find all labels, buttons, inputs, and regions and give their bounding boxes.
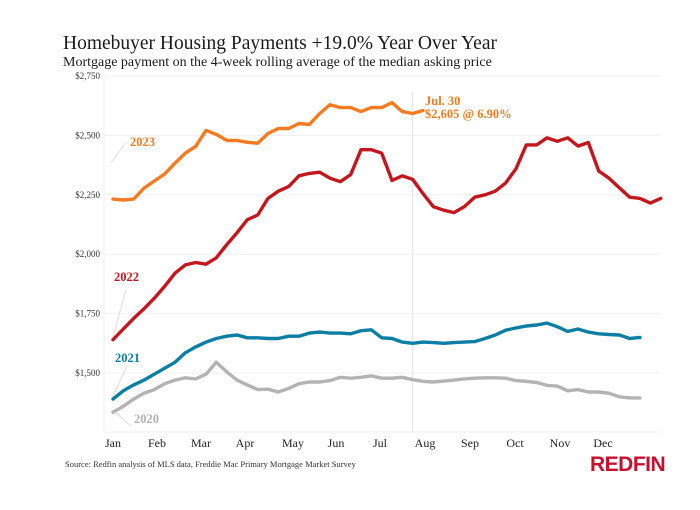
series-label-2022: 2022 xyxy=(114,270,139,284)
x-tick-label: Oct xyxy=(506,436,524,450)
x-tick-label: Dec xyxy=(593,436,612,450)
redfin-logo: REDFIN xyxy=(590,453,666,476)
y-tick-label: $2,250 xyxy=(75,190,100,200)
x-axis-ticks: Jan Feb Mar Apr May Jun Jul Aug Sep Oct Nov Dec xyxy=(105,436,613,450)
gridlines xyxy=(103,75,660,433)
series-line-2021 xyxy=(111,321,642,401)
series-line-2022 xyxy=(111,136,663,342)
series-labels: 2023 2022 2021 2020 xyxy=(114,135,159,426)
annotation-value: $2,605 @ 6.90% xyxy=(425,107,512,121)
leader-line-2021 xyxy=(112,365,128,397)
y-tick-label: $2,000 xyxy=(75,249,100,259)
y-axis-ticks: $1,500 $1,750 $2,000 $2,250 $2,500 $2,750 xyxy=(75,71,100,378)
series-label-2023: 2023 xyxy=(130,135,155,149)
series-label-2021: 2021 xyxy=(115,351,140,365)
x-tick-label: May xyxy=(282,436,304,450)
chart-title: Homebuyer Housing Payments +19.0% Year O… xyxy=(63,33,497,54)
annotation-date: Jul. 30 xyxy=(425,94,460,108)
x-tick-label: Jun xyxy=(328,436,345,450)
x-tick-label: Jan xyxy=(105,436,121,450)
y-tick-label: $1,750 xyxy=(75,309,100,319)
x-tick-label: Apr xyxy=(236,436,255,450)
label-leader-lines xyxy=(110,141,132,427)
y-tick-label: $2,750 xyxy=(75,71,100,81)
leader-line-2020 xyxy=(115,412,132,427)
x-tick-label: Nov xyxy=(550,436,571,450)
y-tick-label: $1,500 xyxy=(75,368,100,378)
series-line-2020 xyxy=(111,360,642,414)
x-tick-label: Feb xyxy=(148,436,166,450)
x-tick-label: Aug xyxy=(415,436,436,450)
x-tick-label: Jul xyxy=(373,436,388,450)
series-line-2023 xyxy=(111,100,425,202)
series-label-2020: 2020 xyxy=(134,412,159,426)
leader-line-2023 xyxy=(110,141,127,164)
x-tick-label: Mar xyxy=(191,436,211,450)
leader-line-2022 xyxy=(112,289,127,338)
series-lines xyxy=(111,100,663,414)
chart-subtitle: Mortgage payment on the 4-week rolling a… xyxy=(63,55,492,70)
y-tick-label: $2,500 xyxy=(75,130,100,140)
x-tick-label: Sep xyxy=(461,436,479,450)
source-note: Source: Redfin analysis of MLS data, Fre… xyxy=(65,459,356,469)
